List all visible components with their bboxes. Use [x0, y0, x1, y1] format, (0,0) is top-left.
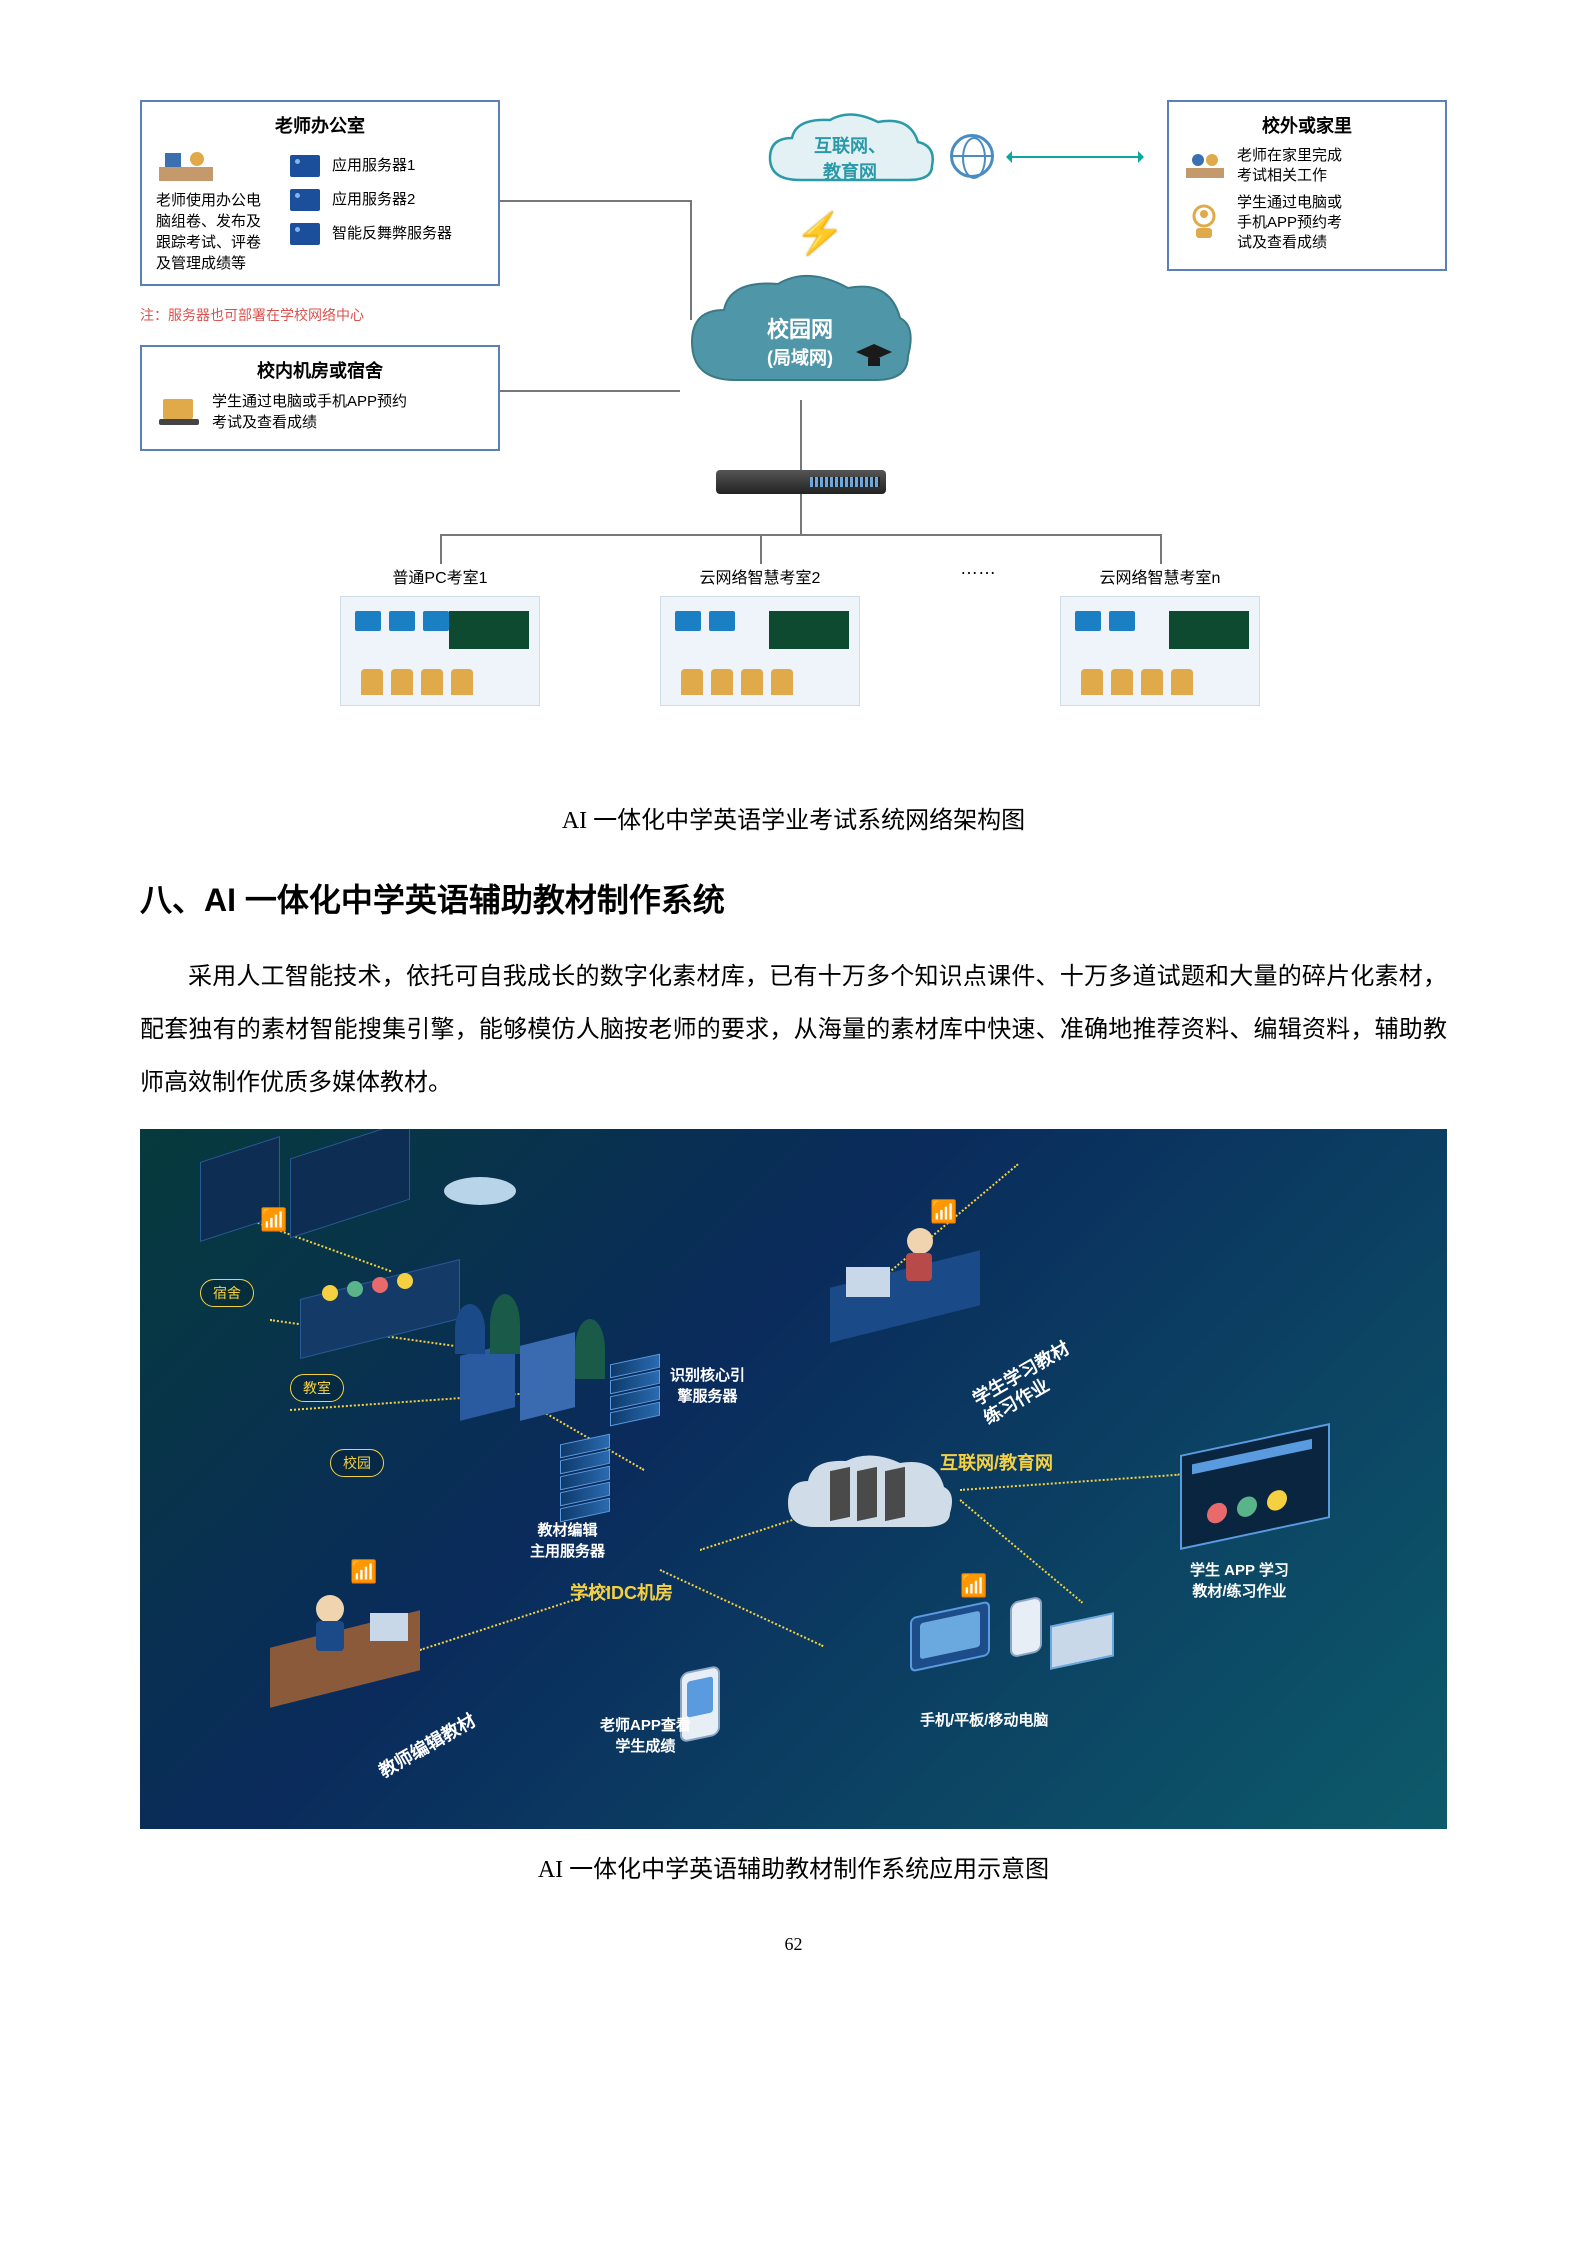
body-paragraph: 采用人工智能技术，依托可自我成长的数字化素材库，已有十万多个知识点课件、十万多道… [140, 951, 1447, 1109]
internet-cloud-line2: 教育网 [760, 158, 940, 184]
cloud-servers [830, 1469, 905, 1524]
room-illustration [660, 596, 860, 706]
student-phone-icon [1183, 203, 1227, 243]
small-cloud-icon [440, 1169, 520, 1209]
lab-dorm-box: 校内机房或宿舍 学生通过电脑或手机APP预约 考试及查看成绩 [140, 345, 500, 451]
off-campus-item2: 学生通过电脑或 手机APP预约考 试及查看成绩 [1237, 193, 1342, 254]
server-icon [288, 152, 322, 180]
teacher-editing-scene: 📶 [260, 1569, 460, 1729]
wifi-icon: 📶 [960, 1573, 987, 1599]
teaching-material-system-diagram: 📶 宿舍 教室 校园 识别核心引 擎服务器 教材编辑 主用服务器 学校IDC机房… [140, 1129, 1447, 1829]
internet-cloud-line1: 互联网、 [760, 132, 940, 158]
dotted-connector [960, 1474, 1180, 1491]
lightning-icon: ⚡ [795, 210, 845, 257]
editor-server-label: 教材编辑 主用服务器 [530, 1519, 605, 1561]
connector-line [500, 200, 690, 202]
network-switch-icon [716, 470, 886, 494]
devices-group: 📶 [900, 1579, 1120, 1709]
graduation-cap-icon [854, 342, 894, 372]
room-label: 普通PC考室1 [330, 564, 550, 588]
arrow-internet-offcampus [1010, 156, 1140, 158]
server-label-1: 应用服务器1 [332, 156, 415, 176]
student-study-scene: 📶 [820, 1199, 1020, 1349]
teacher-desk-icon [156, 146, 216, 186]
off-campus-title: 校外或家里 [1183, 112, 1431, 138]
room-label: 云网络智慧考室n [1050, 564, 1270, 588]
engine-server-label: 识别核心引 擎服务器 [670, 1364, 745, 1406]
server-row-2: 应用服务器2 [288, 186, 484, 214]
connector-line [500, 390, 680, 392]
campus-label: 校园 [330, 1449, 384, 1477]
globe-icon [950, 134, 994, 178]
dorm-label: 宿舍 [200, 1279, 254, 1307]
server-row-3: 智能反舞弊服务器 [288, 220, 484, 248]
classroom-label: 教室 [290, 1374, 344, 1402]
exam-room-2: 云网络智慧考室2 [650, 564, 870, 706]
server-row-1: 应用服务器1 [288, 152, 484, 180]
connector-line [440, 534, 1160, 536]
ellipsis: …… [960, 558, 996, 579]
connector-line [800, 494, 802, 534]
room-illustration [1060, 596, 1260, 706]
connector-line [800, 400, 802, 470]
server-note: 注：服务器也可部署在学校网络中心 [140, 305, 364, 325]
engine-server [610, 1359, 660, 1423]
diagram1-caption: AI 一体化中学英语学业考试系统网络架构图 [140, 800, 1447, 835]
campus-cloud-line1: 校园网 [680, 312, 920, 344]
dorm-scene: 📶 [200, 1149, 420, 1269]
idc-label: 学校IDC机房 [570, 1579, 673, 1605]
teacher-office-desc: 老师使用办公电 脑组卷、发布及 跟踪考试、评卷 及管理成绩等 [156, 190, 276, 274]
teacher-office-title: 老师办公室 [156, 112, 484, 138]
connector-line [760, 534, 762, 564]
campus-cloud: 校园网 (局域网) [680, 270, 920, 400]
teacher-app-label: 老师APP查看 学生成绩 [600, 1714, 691, 1756]
lab-dorm-title: 校内机房或宿舍 [156, 357, 484, 383]
editor-server [560, 1439, 610, 1519]
off-campus-box: 校外或家里 老师在家里完成 考试相关工作 学生通过电脑或 手机APP预约考 试及… [1167, 100, 1447, 271]
server-label-2: 应用服务器2 [332, 190, 415, 210]
server-icon [288, 186, 322, 214]
page-number: 62 [140, 1934, 1447, 1955]
teacher-office-box: 老师办公室 老师使用办公电 脑组卷、发布及 跟踪考试、评卷 及管理成绩等 应用服… [140, 100, 500, 286]
teacher-home-icon [1183, 149, 1227, 183]
wifi-icon: 📶 [260, 1207, 287, 1233]
dotted-connector [660, 1569, 824, 1647]
server-icon [288, 220, 322, 248]
connector-line [1160, 534, 1162, 564]
student-study-label: 学生学习教材 练习作业 [969, 1338, 1084, 1429]
internet-label-d2: 互联网/教育网 [940, 1449, 1053, 1475]
off-campus-item1: 老师在家里完成 考试相关工作 [1237, 146, 1342, 187]
internet-cloud: 互联网、 教育网 [760, 110, 940, 200]
exam-room-1: 普通PC考室1 [330, 564, 550, 706]
exam-room-n: 云网络智慧考室n [1050, 564, 1270, 706]
connector-line [440, 534, 442, 564]
room-label: 云网络智慧考室2 [650, 564, 870, 588]
server-label-3: 智能反舞弊服务器 [332, 224, 452, 244]
devices-label: 手机/平板/移动电脑 [920, 1709, 1048, 1730]
student-app-label: 学生 APP 学习 教材/练习作业 [1190, 1559, 1289, 1601]
student-app-screen [1180, 1423, 1330, 1550]
room-illustration [340, 596, 540, 706]
laptop-icon [156, 394, 202, 430]
diagram2-caption: AI 一体化中学英语辅助教材制作系统应用示意图 [140, 1849, 1447, 1884]
connector-line [690, 200, 692, 320]
section-heading: 八、AI 一体化中学英语辅助教材制作系统 [140, 875, 1447, 921]
lab-dorm-text: 学生通过电脑或手机APP预约 考试及查看成绩 [212, 391, 407, 433]
network-architecture-diagram: 老师办公室 老师使用办公电 脑组卷、发布及 跟踪考试、评卷 及管理成绩等 应用服… [140, 100, 1447, 780]
